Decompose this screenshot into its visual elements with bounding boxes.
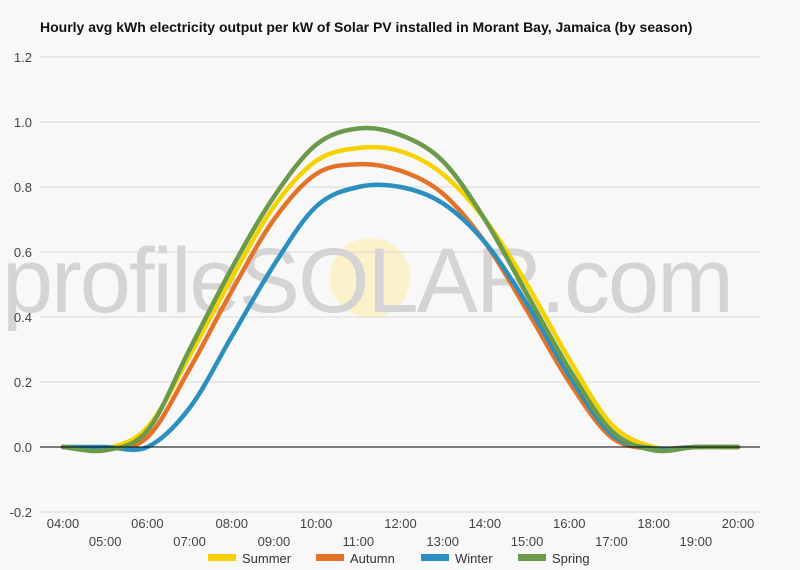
legend-swatch-summer: [208, 554, 236, 561]
x-tick-label: 07:00: [173, 534, 206, 549]
series-line-autumn: [60, 161, 741, 452]
y-tick-label: 0.6: [14, 245, 32, 260]
legend-label-winter: Winter: [455, 551, 493, 566]
y-tick-label: -0.2: [10, 505, 32, 520]
y-tick-label: 1.2: [14, 50, 32, 65]
x-tick-label: 10:00: [300, 516, 333, 531]
x-tick-label: 17:00: [595, 534, 628, 549]
series-line-spring: [60, 125, 741, 454]
x-tick-label: 14:00: [469, 516, 502, 531]
x-tick-label: 15:00: [511, 534, 544, 549]
legend-label-autumn: Autumn: [350, 551, 395, 566]
legend-label-spring: Spring: [552, 551, 590, 566]
x-tick-label: 11:00: [343, 534, 375, 549]
watermark-text: profileSOLAR.com: [2, 230, 732, 332]
y-tick-label: 1.0: [14, 115, 32, 130]
x-tick-label: 20:00: [722, 516, 755, 531]
x-tick-label: 08:00: [215, 516, 248, 531]
x-tick-label: 16:00: [553, 516, 586, 531]
y-tick-label: 0.8: [14, 180, 32, 195]
x-tick-label: 06:00: [131, 516, 164, 531]
x-tick-label: 19:00: [680, 534, 713, 549]
chart-title: Hourly avg kWh electricity output per kW…: [40, 19, 693, 35]
legend-label-summer: Summer: [242, 551, 292, 566]
legend-swatch-autumn: [316, 554, 344, 561]
legend-swatch-winter: [421, 554, 449, 561]
x-tick-label: 04:00: [47, 516, 80, 531]
legend-swatch-spring: [518, 554, 546, 561]
x-tick-label: 12:00: [384, 516, 417, 531]
watermark-sun-icon: [330, 238, 410, 318]
x-tick-label: 05:00: [89, 534, 122, 549]
y-tick-label: 0.4: [14, 310, 32, 325]
x-tick-label: 18:00: [637, 516, 670, 531]
y-tick-label: 0.2: [14, 375, 32, 390]
x-tick-label: 09:00: [258, 534, 291, 549]
y-tick-label: 0.0: [14, 440, 32, 455]
x-tick-label: 13:00: [426, 534, 459, 549]
